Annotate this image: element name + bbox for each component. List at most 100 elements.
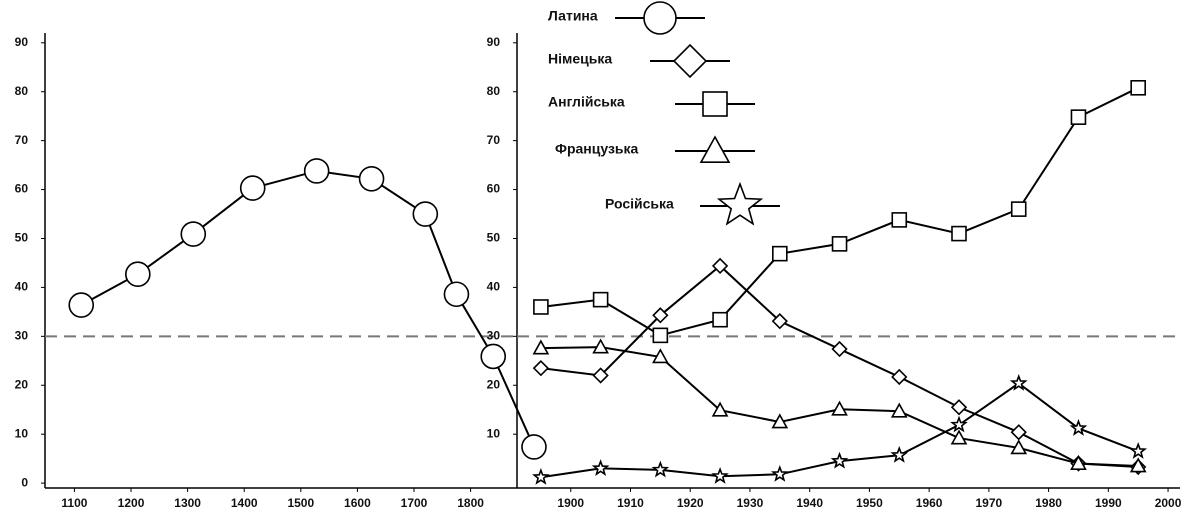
marker	[1070, 454, 1087, 470]
y-tick-label: 10	[487, 426, 501, 440]
marker	[711, 401, 729, 417]
marker	[772, 245, 788, 262]
x-tick-label: 2000	[1155, 496, 1182, 510]
marker	[68, 292, 95, 318]
marker	[890, 445, 909, 463]
marker	[1070, 109, 1087, 125]
x-tick-label: 1930	[737, 496, 764, 510]
x-tick-label: 1940	[796, 496, 823, 510]
marker	[831, 340, 848, 358]
marker	[1009, 374, 1028, 391]
y-tick-label: 30	[15, 329, 29, 343]
marker	[592, 291, 609, 308]
marker	[1069, 419, 1088, 436]
marker	[1129, 457, 1147, 473]
y-tick-label: 50	[15, 231, 29, 245]
marker	[480, 343, 507, 370]
marker	[125, 261, 151, 287]
y-tick-label: 60	[487, 182, 501, 196]
x-tick-label: 1600	[344, 496, 371, 510]
legend-label: Російська	[605, 196, 674, 212]
marker	[652, 307, 669, 324]
y-tick-label: 70	[15, 133, 29, 147]
marker	[592, 367, 609, 384]
marker	[712, 311, 728, 328]
y-tick-label: 40	[487, 280, 501, 294]
marker	[239, 175, 266, 201]
legend-label: Французька	[555, 141, 639, 157]
x-tick-label: 1980	[1035, 496, 1062, 510]
marker	[532, 339, 550, 355]
marker	[770, 465, 789, 482]
marker	[1010, 439, 1028, 455]
marker	[651, 348, 669, 364]
marker	[358, 165, 385, 192]
marker	[412, 201, 439, 227]
x-tick-label: 1970	[976, 496, 1003, 510]
x-tick-label: 1400	[231, 496, 258, 510]
x-tick-label: 1800	[457, 496, 484, 510]
marker	[1010, 424, 1027, 441]
marker	[303, 158, 330, 184]
marker	[592, 338, 609, 354]
x-tick-label: 1200	[118, 496, 145, 510]
x-tick-label: 1910	[617, 496, 644, 510]
marker	[830, 451, 849, 469]
x-tick-label: 1960	[916, 496, 943, 510]
y-tick-label: 0	[21, 475, 28, 489]
y-tick-label: 50	[487, 231, 501, 245]
marker	[1130, 79, 1146, 96]
marker	[711, 257, 729, 275]
marker	[950, 429, 968, 445]
x-tick-label: 1100	[61, 496, 87, 510]
y-tick-label: 70	[487, 133, 501, 147]
marker	[891, 368, 908, 386]
marker	[711, 466, 729, 484]
marker	[1010, 201, 1027, 217]
y-tick-label: 10	[15, 426, 29, 440]
x-tick-label: 1700	[401, 496, 428, 510]
series-line	[80, 169, 535, 448]
marker	[672, 43, 708, 79]
marker	[831, 236, 848, 252]
marker	[532, 360, 550, 377]
x-tick-label: 1920	[677, 496, 704, 510]
y-tick-label: 20	[487, 377, 501, 391]
marker	[521, 434, 547, 460]
legend-label: Латина	[548, 8, 598, 24]
x-tick-label: 1990	[1095, 496, 1122, 510]
series-line	[540, 264, 1139, 468]
marker	[643, 1, 677, 35]
marker	[652, 327, 669, 344]
marker	[532, 467, 550, 485]
y-tick-label: 90	[487, 35, 501, 49]
marker	[891, 212, 908, 228]
y-tick-label: 40	[15, 280, 29, 294]
y-tick-label: 80	[487, 84, 501, 98]
marker	[443, 281, 470, 308]
marker	[716, 181, 764, 226]
marker	[831, 400, 848, 416]
y-tick-label: 60	[15, 182, 29, 196]
x-tick-label: 1900	[557, 496, 584, 510]
y-tick-label: 90	[15, 35, 29, 49]
marker	[950, 415, 968, 433]
marker	[699, 135, 731, 163]
marker	[950, 399, 968, 416]
y-tick-label: 30	[487, 329, 501, 343]
marker	[1129, 442, 1148, 459]
marker	[771, 313, 788, 330]
y-tick-label: 80	[15, 84, 29, 98]
legend-label: Англійська	[548, 94, 625, 110]
marker	[702, 91, 728, 117]
x-tick-label: 1500	[287, 496, 314, 510]
legend-label: Німецька	[548, 51, 612, 67]
marker	[591, 459, 610, 476]
marker	[890, 402, 908, 418]
x-tick-label: 1950	[856, 496, 883, 510]
marker	[951, 225, 967, 242]
marker	[533, 299, 549, 315]
y-tick-label: 20	[15, 377, 29, 391]
marker	[771, 413, 789, 429]
